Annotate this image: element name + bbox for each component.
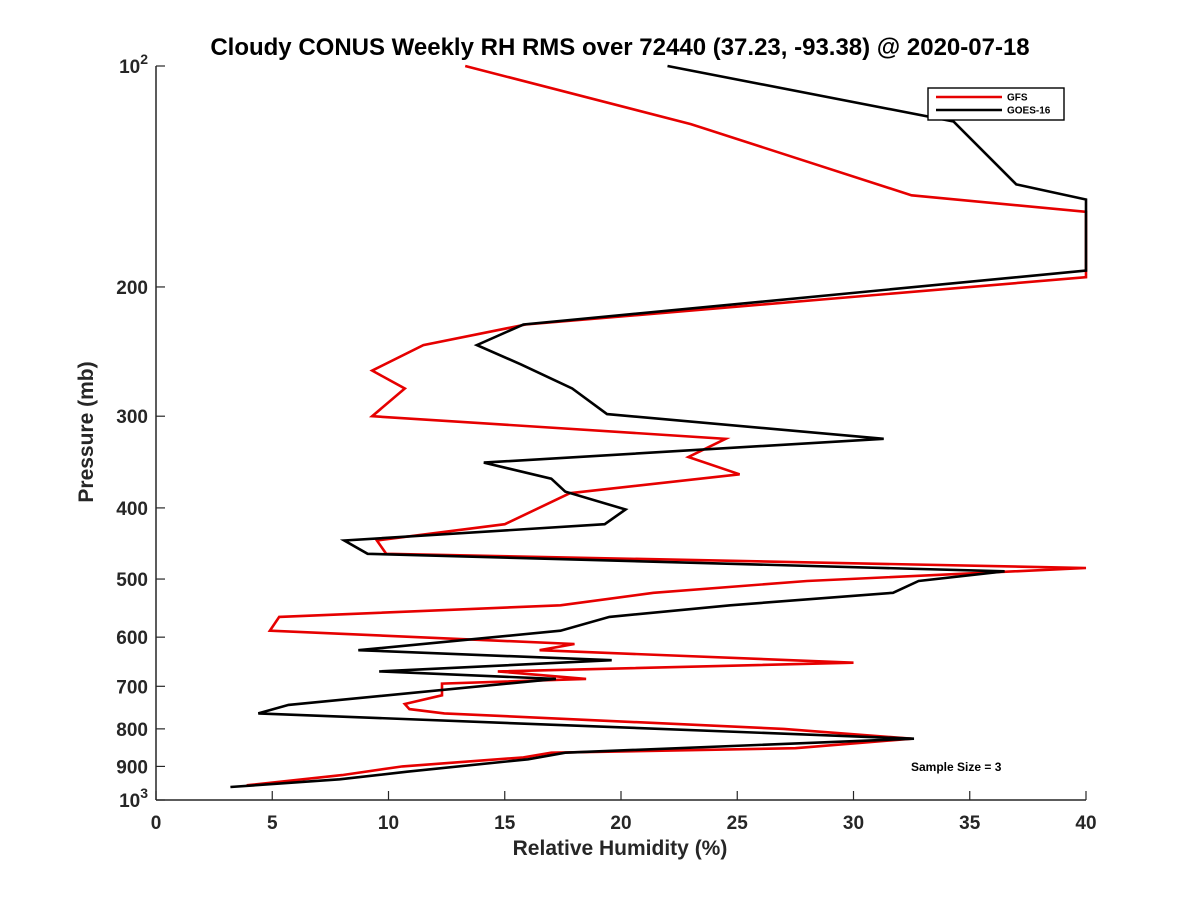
ticks-layer: 0 5 10 15 20 25 30 35 40 102 200 300 400 500 600 700 800… [116, 51, 1096, 834]
x-tick-label: 20 [610, 813, 631, 834]
legend-entry: GFS [1007, 93, 1028, 104]
legend-entry: GOES-16 [1007, 106, 1051, 117]
series-line-goes-16 [230, 64, 1088, 789]
x-tick-label: 35 [959, 813, 981, 834]
x-tick-label: 5 [267, 813, 278, 834]
y-tick-label: 400 [116, 499, 148, 520]
legend: GFS GOES-16 [927, 87, 1065, 121]
x-tick-label: 30 [843, 813, 864, 834]
y-tick-label: 700 [116, 677, 148, 698]
sample-size-annotation: Sample Size = 3 [911, 760, 1002, 774]
x-tick-label: 10 [378, 813, 399, 834]
series-line-gfs [246, 64, 1088, 787]
x-tick-label: 15 [494, 813, 516, 834]
y-tick-label: 300 [116, 407, 148, 428]
series-layer [230, 64, 1088, 789]
y-axis-label: Pressure (mb) [75, 361, 98, 502]
y-tick-label: 500 [116, 570, 148, 591]
x-tick-label: 0 [151, 813, 162, 834]
y-tick-label: 102 [119, 51, 148, 78]
y-tick-label: 800 [116, 720, 148, 741]
y-tick-label: 200 [116, 278, 148, 299]
y-tick-label: 600 [116, 628, 148, 649]
x-tick-label: 25 [727, 813, 749, 834]
x-tick-label: 40 [1075, 813, 1096, 834]
legend-box [927, 87, 1065, 121]
y-tick-label: 900 [116, 757, 148, 778]
chart-title: Cloudy CONUS Weekly RH RMS over 72440 (3… [210, 34, 1029, 61]
x-axis-label: Relative Humidity (%) [513, 837, 728, 860]
y-tick-label: 103 [119, 785, 148, 812]
